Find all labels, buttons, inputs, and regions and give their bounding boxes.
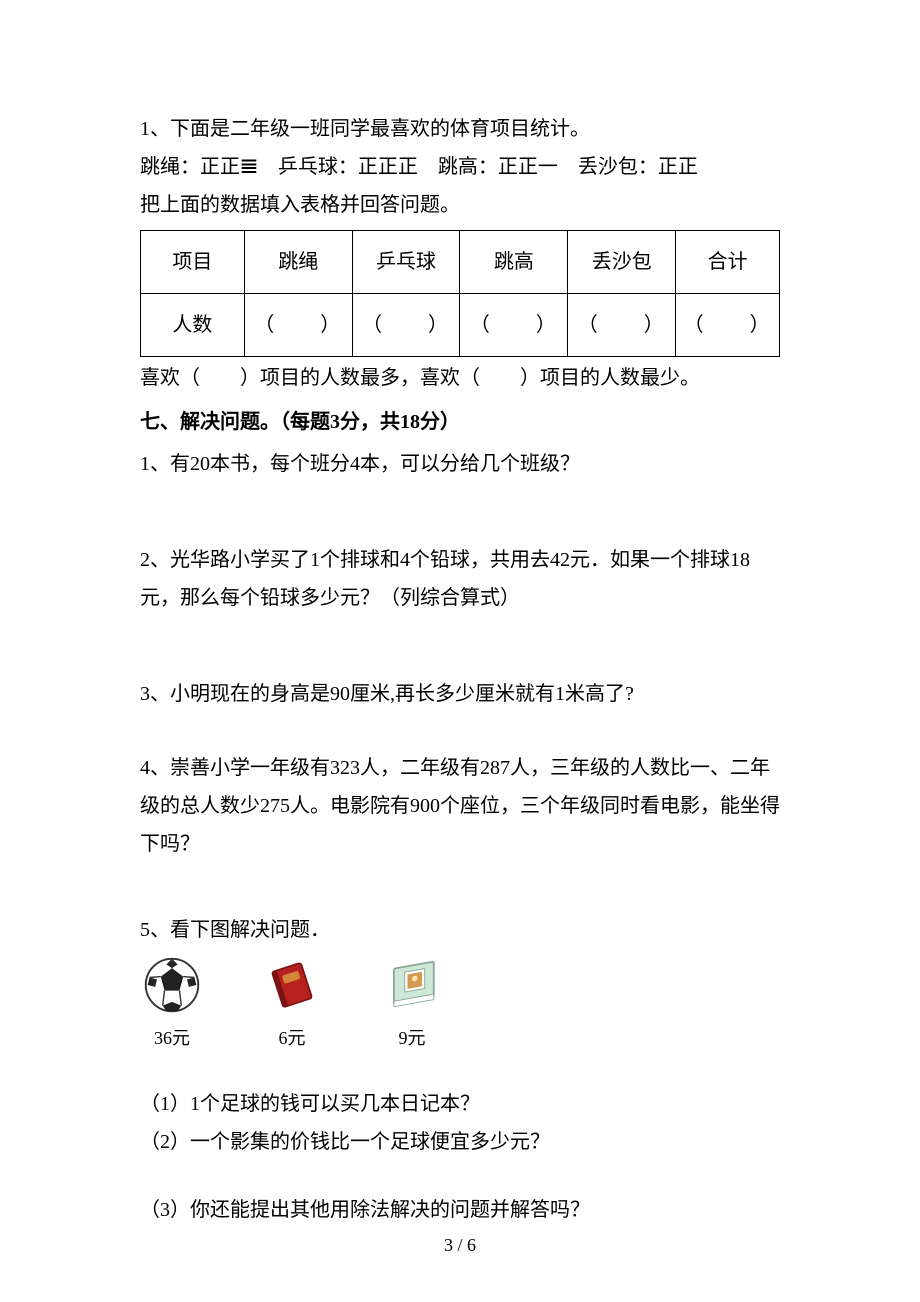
table-header-activity: 丢沙包	[568, 231, 676, 294]
football-price: 36元	[154, 1021, 190, 1055]
question-3: 3、小明现在的身高是90厘米,再长多少厘米就有1米高了?	[140, 675, 780, 713]
table-header-activity: 跳高	[460, 231, 568, 294]
table-row: 人数 （ ） （ ） （ ） （ ） （ ）	[141, 294, 780, 357]
intro-line-3: 把上面的数据填入表格并回答问题。	[140, 186, 780, 224]
statistics-table: 项目 跳绳 乒乓球 跳高 丢沙包 合计 人数 （ ） （ ） （ ） （ ） （…	[140, 230, 780, 357]
items-row: 36元 6元	[140, 953, 780, 1055]
page: 1、下面是二年级一班同学最喜欢的体育项目统计。 跳绳：正正𝌆 乒乓球：正正正 跳…	[0, 0, 920, 1302]
question-1: 1、有20本书，每个班分4本，可以分给几个班级？	[140, 445, 780, 483]
table-header-label: 项目	[141, 231, 245, 294]
intro-line-1: 1、下面是二年级一班同学最喜欢的体育项目统计。	[140, 110, 780, 148]
diary-price: 6元	[279, 1021, 306, 1055]
diary-icon	[260, 953, 324, 1017]
question-2: 2、光华路小学买了1个排球和4个铅球，共用去42元．如果一个排球18元，那么每个…	[140, 541, 780, 617]
football-icon	[140, 953, 204, 1017]
fill-in-line: 喜欢（ ）项目的人数最多，喜欢（ ）项目的人数最少。	[140, 359, 780, 397]
table-blank-cell: （ ）	[352, 294, 460, 357]
album-price: 9元	[399, 1021, 426, 1055]
table-blank-cell: （ ）	[460, 294, 568, 357]
page-number: 3 / 6	[0, 1228, 920, 1262]
sub-question-2: （2）一个影集的价钱比一个足球便宜多少元？	[140, 1123, 780, 1161]
table-blank-cell: （ ）	[676, 294, 780, 357]
section-7-heading: 七、解决问题。（每题3分，共18分）	[140, 403, 780, 441]
table-header-activity: 乒乓球	[352, 231, 460, 294]
table-header-activity: 跳绳	[244, 231, 352, 294]
item-football: 36元	[140, 953, 204, 1055]
sub-question-3: （3）你还能提出其他用除法解决的问题并解答吗？	[140, 1191, 780, 1229]
question-5: 5、看下图解决问题．	[140, 911, 780, 949]
table-blank-cell: （ ）	[568, 294, 676, 357]
table-count-label: 人数	[141, 294, 245, 357]
spacer	[140, 1161, 780, 1191]
question-4: 4、崇善小学一年级有323人，二年级有287人，三年级的人数比一、二年级的总人数…	[140, 749, 780, 863]
item-album: 9元	[380, 953, 444, 1055]
tally-line: 跳绳：正正𝌆 乒乓球：正正正 跳高：正正一 丢沙包：正正	[140, 148, 780, 186]
sub-question-1: （1）1个足球的钱可以买几本日记本？	[140, 1085, 780, 1123]
table-row: 项目 跳绳 乒乓球 跳高 丢沙包 合计	[141, 231, 780, 294]
table-header-total: 合计	[676, 231, 780, 294]
table-blank-cell: （ ）	[244, 294, 352, 357]
spacer	[140, 1055, 780, 1085]
item-diary: 6元	[260, 953, 324, 1055]
album-icon	[380, 953, 444, 1017]
